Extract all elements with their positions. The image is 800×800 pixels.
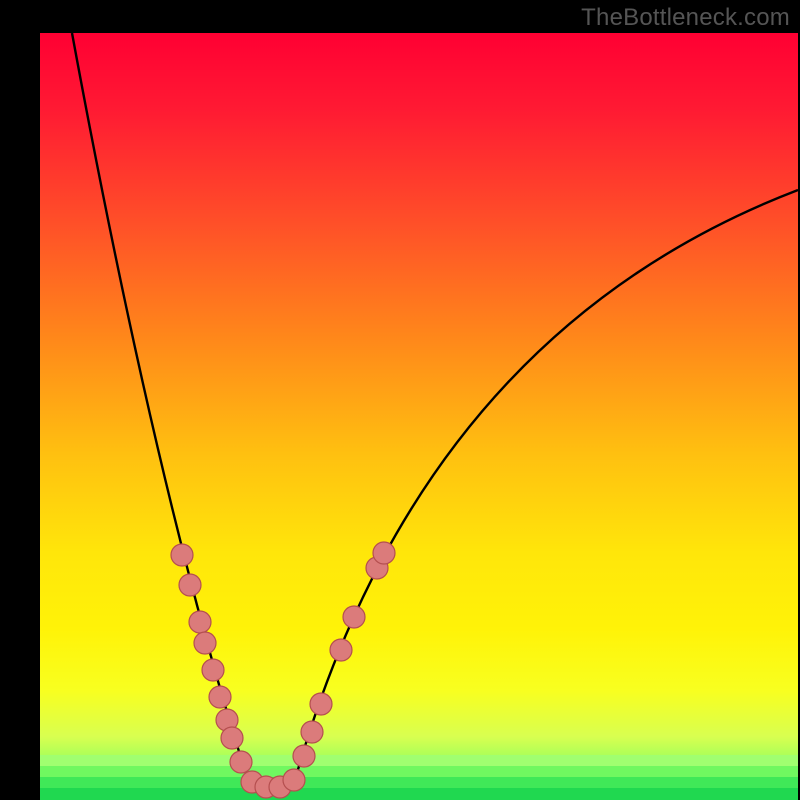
data-point [373,542,395,564]
chart-container: TheBottleneck.com [0,0,800,800]
data-point [189,611,211,633]
data-point [179,574,201,596]
data-point [171,544,193,566]
safe-zone-bands [40,755,798,800]
watermark-text: TheBottleneck.com [581,4,790,32]
data-point [293,745,315,767]
data-point [221,727,243,749]
green-band [40,788,798,800]
plot-background [40,33,798,798]
data-point [209,686,231,708]
bottleneck-chart [0,0,800,800]
data-point [301,721,323,743]
data-point [343,606,365,628]
data-point [330,639,352,661]
data-point [230,751,252,773]
data-point [283,769,305,791]
data-point [194,632,216,654]
data-point [310,693,332,715]
data-point [202,659,224,681]
